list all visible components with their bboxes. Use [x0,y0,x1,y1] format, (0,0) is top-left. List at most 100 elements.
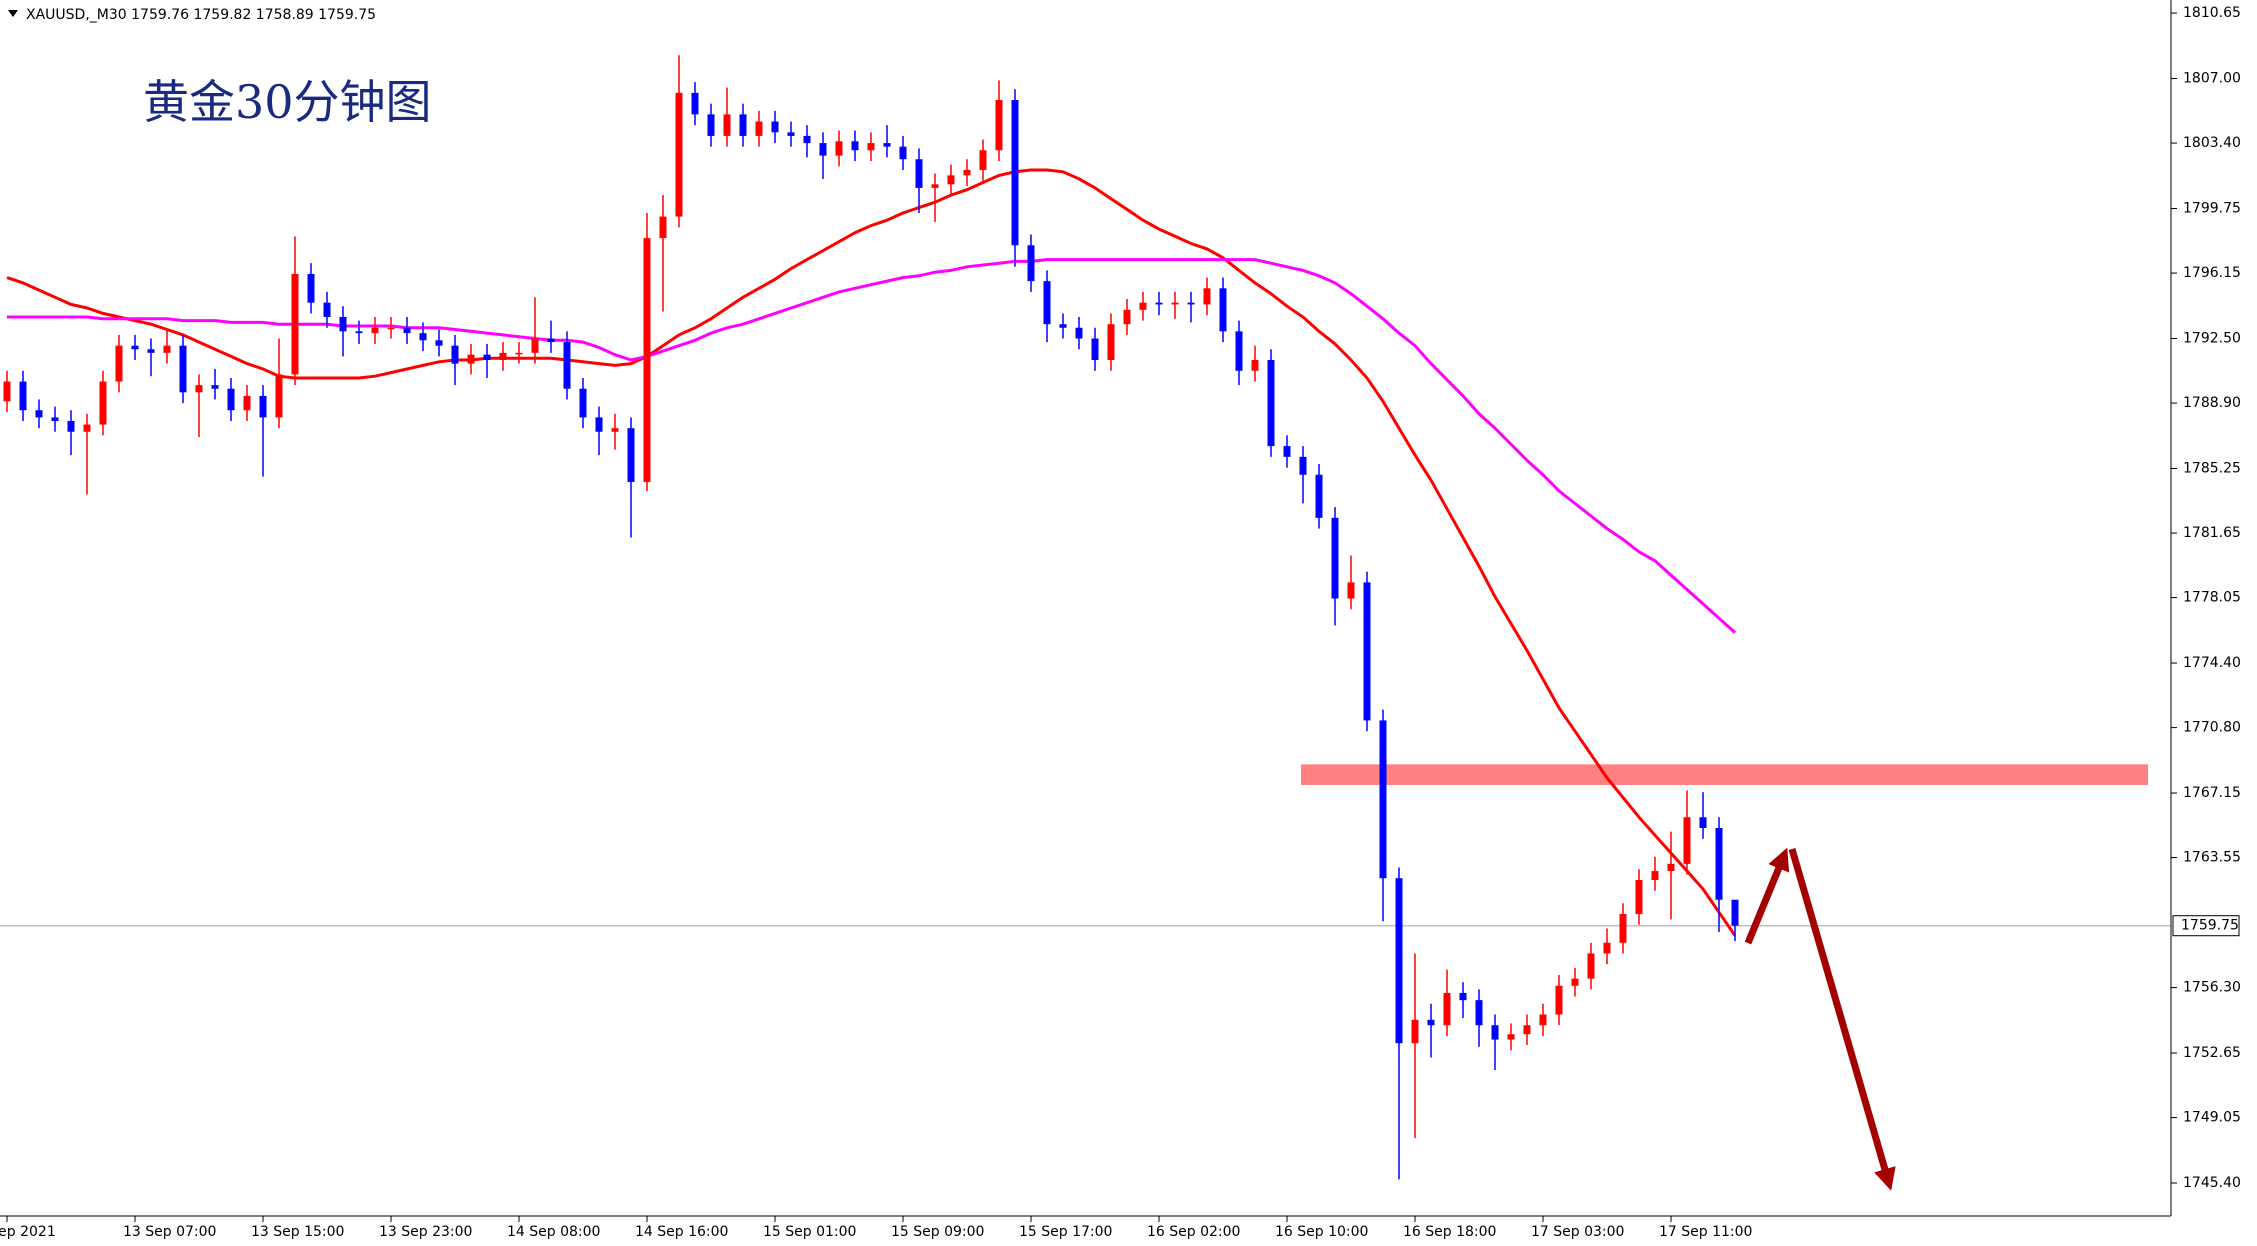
candle-body [1155,302,1163,305]
candle-body [35,410,43,418]
candle-body [691,92,699,115]
candle-body [723,114,731,136]
symbol-header: XAUUSD,_M30 1759.76 1759.82 1758.89 1759… [26,7,376,23]
candle-body [1539,1014,1547,1026]
x-tick-label: 10 Sep 2021 [0,1224,56,1240]
candle-body [419,333,427,341]
candle-body [771,121,779,133]
candle-body [483,354,491,361]
candle-body [3,381,11,402]
y-tick-label: 1788.90 [2183,395,2241,411]
candle-body [1299,456,1307,475]
candle-body [1491,1025,1499,1040]
y-tick-label: 1749.05 [2183,1110,2241,1126]
candle-body [1475,1000,1483,1026]
candle-body [1251,360,1259,371]
candle-body [1331,517,1339,599]
candle-body [387,327,395,330]
candle-body [1139,302,1147,310]
candle-body [1283,446,1291,457]
candle-body [1603,942,1611,954]
menu-triangle[interactable] [8,10,18,17]
x-tick-label: 14 Sep 08:00 [507,1224,600,1240]
candle-body [179,345,187,393]
candle-body [1267,360,1275,447]
candle-body [787,132,795,136]
candle-body [195,385,203,393]
candle-body [643,238,651,482]
down-arrow [1788,848,1896,1191]
x-tick-label: 16 Sep 18:00 [1403,1224,1496,1240]
candle-body [755,121,763,136]
candle-body [115,345,123,382]
candle-body [1123,309,1131,325]
x-tick-label: 15 Sep 01:00 [763,1224,856,1240]
candle-body [739,114,747,136]
y-tick-label: 1785.25 [2183,461,2241,477]
last-price-box [2172,915,2240,937]
candle-body [611,428,619,432]
y-tick-label: 1763.55 [2183,850,2241,866]
y-tick-label: 1803.40 [2183,135,2241,151]
candle-body [915,159,923,188]
y-tick-label: 1796.15 [2183,265,2241,281]
y-tick-label: 1770.80 [2183,720,2241,736]
candle-body [1411,1019,1419,1044]
candle-body [995,100,1003,151]
candle-body [531,338,539,353]
candle-body [163,345,171,353]
candle-body [67,420,75,432]
candle-body [451,345,459,364]
candle-body [1187,302,1195,305]
y-tick-label: 1781.65 [2183,525,2241,541]
y-tick-label: 1767.15 [2183,785,2241,801]
x-tick-label: 17 Sep 03:00 [1531,1224,1624,1240]
candle-body [547,338,555,343]
candle-body [259,395,267,418]
y-tick-label: 1752.65 [2183,1045,2241,1061]
candle-body [131,345,139,350]
x-tick-label: 15 Sep 09:00 [891,1224,984,1240]
candle-body [563,342,571,389]
x-tick-label: 13 Sep 07:00 [123,1224,216,1240]
candle-body [467,354,475,364]
candle-body [323,302,331,317]
candle-body [515,352,523,355]
candle-body [1219,288,1227,332]
x-tick-label: 13 Sep 15:00 [251,1224,344,1240]
candle-body [1731,899,1739,926]
candle-body [371,327,379,334]
candle-body [931,184,939,188]
candle-body [211,385,219,389]
candle-body [947,175,955,185]
candle-body [659,216,667,239]
candle-body [1651,871,1659,880]
candle-body [883,143,891,147]
candle-body [675,92,683,217]
candle-body [1011,100,1019,246]
candle-body [1235,331,1243,371]
candle-body [1507,1034,1515,1040]
candle-body [627,428,635,482]
y-tick-label: 1807.00 [2183,71,2241,87]
candle-body [1715,827,1723,900]
candle-body [851,141,859,151]
candle-body [51,417,59,421]
candle-body [579,388,587,418]
candle-body [963,169,971,176]
candle-body [1395,878,1403,1044]
y-tick-label: 1792.50 [2183,331,2241,347]
candle-body [227,388,235,411]
candle-body [1523,1025,1531,1035]
candle-body [1027,245,1035,282]
candle-body [1091,338,1099,361]
candle-body [275,374,283,418]
x-tick-label: 16 Sep 10:00 [1275,1224,1368,1240]
up-arrow [1744,847,1790,945]
y-tick-label: 1799.75 [2183,201,2241,217]
y-tick-label: 1756.30 [2183,980,2241,996]
candle-body [1347,582,1355,599]
candle-body [1699,817,1707,828]
candle-body [1171,302,1179,305]
